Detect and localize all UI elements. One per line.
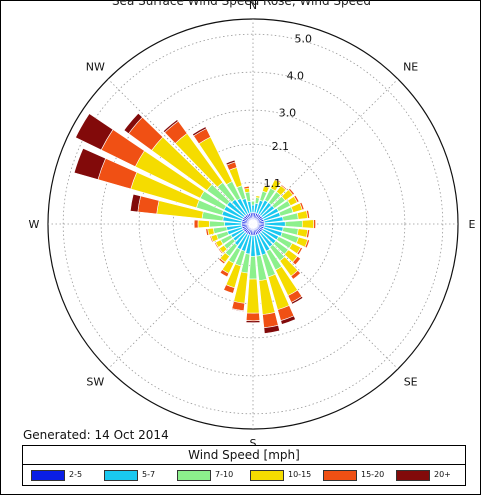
wind-rose-wedge [214, 241, 219, 249]
wind-rose-wedge [284, 220, 303, 228]
legend-label: 5-7 [142, 470, 156, 479]
legend-label: 15-20 [361, 470, 385, 479]
legend-label: 20+ [434, 470, 451, 479]
radial-tick-label: 2.1 [272, 140, 290, 153]
direction-label: E [469, 218, 476, 231]
wind-rose-wedge [304, 239, 310, 249]
wind-rose-wedge [245, 312, 261, 322]
wind-rose-wedge [209, 220, 225, 228]
radial-tick-label: 3.0 [279, 107, 297, 120]
legend-swatch [104, 470, 138, 481]
wind-rose-wedge [197, 219, 210, 229]
legend-label: 10-15 [288, 470, 312, 479]
legend-swatch [177, 470, 211, 481]
wind-rose-wedge [192, 126, 207, 137]
radial-tick-label: 1.1 [264, 177, 282, 190]
wind-rose-wedge [293, 194, 300, 203]
wind-rose-wedge [193, 219, 199, 229]
legend-divider [23, 464, 465, 465]
wind-rose-wedge [209, 235, 214, 243]
wind-rose-wedge [251, 204, 255, 213]
polar-grid-ring [62, 33, 444, 415]
wind-rose-wedge [246, 278, 260, 314]
wind-rose-wedge [231, 308, 245, 312]
wind-rose-wedge [75, 113, 114, 151]
wind-rose-wedge [225, 159, 236, 166]
wind-rose-wedge [245, 320, 261, 324]
wind-rose-wedge [280, 184, 288, 191]
direction-label: SE [404, 376, 418, 389]
wind-rose-wedge [296, 246, 303, 256]
wind-rose-wedge [205, 228, 210, 236]
wind-rose-wedge [123, 112, 143, 135]
polar-grid-ring [138, 109, 368, 339]
polar-grid-ring [100, 71, 406, 377]
legend-swatch [250, 470, 284, 481]
wind-rose-wedge [299, 201, 305, 211]
wind-rose-wedge [262, 312, 279, 329]
wind-rose-wedge [263, 324, 280, 334]
wind-rose-wedge [255, 195, 261, 199]
legend-swatch [323, 470, 357, 481]
wind-rose-wedge [218, 257, 226, 265]
radial-tick-label: 5.0 [294, 32, 312, 45]
wind-rose-wedge [301, 219, 315, 229]
wind-rose-wedge [217, 248, 224, 255]
wind-rose-wedge [274, 178, 282, 184]
direction-label: SW [86, 376, 104, 389]
wind-rose-wedge [263, 184, 270, 188]
wind-rose-wedge [280, 315, 296, 325]
wind-rose-wedge [288, 187, 295, 196]
direction-label: NW [86, 60, 105, 73]
generated-date: Generated: 14 Oct 2014 [23, 428, 169, 442]
legend-label: 7-10 [215, 470, 234, 479]
wind-rose-wedge [219, 269, 230, 278]
wind-rose-wedge [243, 185, 250, 190]
wind-rose-wedge [248, 255, 258, 280]
wind-rose-wedge [290, 269, 301, 280]
radial-tick-label: 4.0 [287, 69, 305, 82]
wind-rose-wedge [306, 229, 310, 239]
wind-rose-wedge [292, 255, 302, 266]
wind-rose-wedge [313, 219, 316, 229]
wind-rose-wedge [73, 147, 107, 180]
wind-rose-wedge [223, 284, 236, 294]
legend-title: Wind Speed [mph] [188, 448, 300, 462]
wind-rose-wedge [290, 295, 304, 305]
legend-label: 2-5 [69, 470, 83, 479]
chart-title: Sea Surface Wind Speed Rose, Wind Speed [111, 0, 372, 8]
direction-label: NE [403, 60, 418, 73]
legend-swatch [396, 470, 430, 481]
legend: Wind Speed [mph] 2-5 5-7 7-10 10-15 15-2… [22, 445, 466, 486]
wind-rose-wedge [129, 193, 142, 213]
direction-label: N [249, 1, 257, 12]
wind-rose-wedge [162, 119, 179, 133]
direction-label: S [250, 437, 257, 450]
direction-label: W [29, 218, 40, 231]
legend-swatch [31, 470, 65, 481]
wind-rose-wedge [306, 209, 310, 219]
wind-rose-wedge [251, 200, 255, 206]
